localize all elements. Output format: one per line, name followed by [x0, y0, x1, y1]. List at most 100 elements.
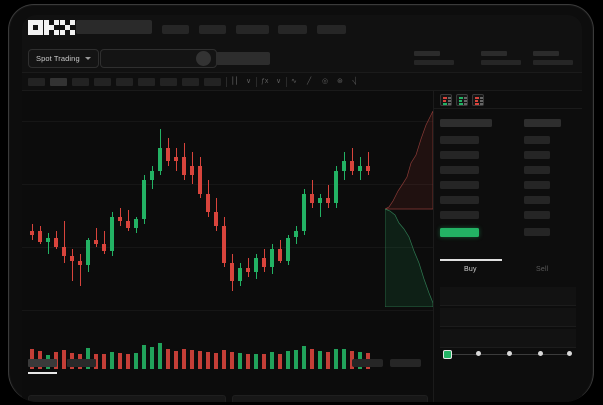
price-chart[interactable]: [22, 91, 434, 402]
bottom-card-1[interactable]: [28, 395, 226, 402]
candlestick-icon[interactable]: ⎮⎮: [231, 78, 239, 85]
nav-item-more[interactable]: [278, 25, 307, 34]
candle-wick: [248, 258, 250, 277]
app-body: Buy Sell: [22, 91, 582, 402]
timeframe-button-5[interactable]: [116, 78, 133, 86]
candle-wick: [328, 184, 330, 208]
orderbook-row[interactable]: [524, 228, 550, 236]
line-chart-icon[interactable]: ∿: [291, 78, 297, 85]
timeframe-button-9[interactable]: [204, 78, 221, 86]
orderbook-row[interactable]: [524, 166, 550, 174]
orderbook-row[interactable]: [440, 211, 479, 219]
candle-wick: [64, 221, 66, 263]
slider-step-50[interactable]: [507, 351, 512, 356]
timeframe-button-1[interactable]: [28, 78, 45, 86]
timeframe-button-2[interactable]: [50, 78, 67, 86]
volume-bar: [230, 351, 235, 369]
candle-body: [62, 246, 67, 256]
chevron-down-icon[interactable]: ∨: [246, 78, 252, 85]
magnet-icon[interactable]: ◎: [322, 78, 329, 85]
order-panel: Buy Sell: [434, 91, 582, 402]
volume-bar: [310, 349, 315, 369]
fullscreen-icon[interactable]: ⎷: [352, 78, 357, 85]
orderbook-row[interactable]: [440, 136, 479, 144]
orderbook-asks-icon[interactable]: [472, 94, 484, 106]
settings-icon[interactable]: ⊛: [337, 78, 343, 85]
market-depth-overlay: [385, 111, 433, 307]
candle-body: [126, 221, 131, 229]
candle-body: [190, 166, 195, 176]
candle-body: [182, 156, 187, 176]
volume-bar: [198, 350, 203, 369]
candle-body: [334, 170, 339, 203]
slider-step-100[interactable]: [567, 351, 572, 356]
slider-step-75[interactable]: [538, 351, 543, 356]
timeframe-button-7[interactable]: [160, 78, 177, 86]
nav-item-markets[interactable]: [199, 25, 226, 34]
market-type-dropdown[interactable]: Spot Trading: [28, 49, 99, 68]
volume-bar: [142, 344, 147, 369]
orderbook-row[interactable]: [440, 166, 479, 174]
timeframe-button-3[interactable]: [72, 78, 89, 86]
orderbook-row[interactable]: [524, 136, 550, 144]
trade-form-tabs: Buy Sell: [434, 259, 582, 281]
candle-body: [198, 166, 203, 194]
candle-wick: [320, 193, 322, 217]
timeframe-button-6[interactable]: [138, 78, 155, 86]
orderbook-both-icon[interactable]: [440, 94, 452, 106]
tab-buy[interactable]: Buy: [464, 266, 477, 273]
candle-body: [38, 230, 43, 243]
ticker-stat-label: [414, 51, 440, 56]
volume-bar: [86, 347, 91, 369]
bottom-card-2[interactable]: [232, 395, 428, 402]
candle-wick: [368, 152, 370, 176]
candle-body: [350, 161, 355, 171]
price-field[interactable]: [440, 287, 576, 306]
okx-logo-icon[interactable]: [28, 20, 75, 35]
nav-item-trade[interactable]: [162, 25, 189, 34]
search-input[interactable]: [76, 20, 152, 34]
orderbook-spread-highlight[interactable]: [440, 228, 479, 237]
candle-body: [310, 193, 315, 203]
bottom-action-1[interactable]: [352, 359, 383, 367]
orderbook-row[interactable]: [524, 181, 550, 189]
measure-icon[interactable]: ╱: [307, 78, 312, 85]
amount-field[interactable]: [440, 308, 576, 327]
candle-body: [54, 237, 59, 247]
volume-bar: [166, 349, 171, 369]
chevron-down-icon[interactable]: ∨: [276, 78, 282, 85]
tab-order-history[interactable]: [67, 359, 96, 367]
orderbook-bids-icon[interactable]: [456, 94, 468, 106]
indicator-icon[interactable]: ƒx: [261, 78, 269, 85]
orderbook-row[interactable]: [440, 181, 479, 189]
volume-bar: [118, 352, 123, 369]
timeframe-button-4[interactable]: [94, 78, 111, 86]
orderbook-row[interactable]: [524, 196, 550, 204]
tab-sell[interactable]: Sell: [536, 266, 549, 273]
orderbook-row[interactable]: [440, 151, 479, 159]
volume-bar: [62, 350, 67, 369]
candle-body: [358, 166, 363, 171]
device-frame: Spot Trading: [8, 4, 594, 402]
nav-item-account[interactable]: [317, 25, 346, 34]
grid-line: [22, 184, 433, 185]
candle-body: [86, 239, 91, 266]
bottom-action-2[interactable]: [390, 359, 421, 367]
volume-bar: [318, 351, 323, 369]
ticker-stat-2: [481, 51, 521, 65]
nav-item-earn[interactable]: [236, 25, 269, 34]
slider-step-25[interactable]: [476, 351, 481, 356]
timeframe-button-8[interactable]: [182, 78, 199, 86]
volume-bar: [262, 354, 267, 369]
tab-open-orders[interactable]: [28, 359, 57, 367]
volume-bar: [102, 353, 107, 369]
candle-wick: [96, 228, 98, 247]
orderbook-row[interactable]: [524, 151, 550, 159]
amount-percent-slider[interactable]: [443, 349, 573, 359]
volume-bar: [294, 350, 299, 369]
total-field[interactable]: [440, 329, 576, 348]
slider-handle[interactable]: [443, 349, 452, 359]
orderbook-row[interactable]: [524, 211, 550, 219]
volume-bar: [206, 352, 211, 369]
orderbook-row[interactable]: [440, 196, 479, 204]
